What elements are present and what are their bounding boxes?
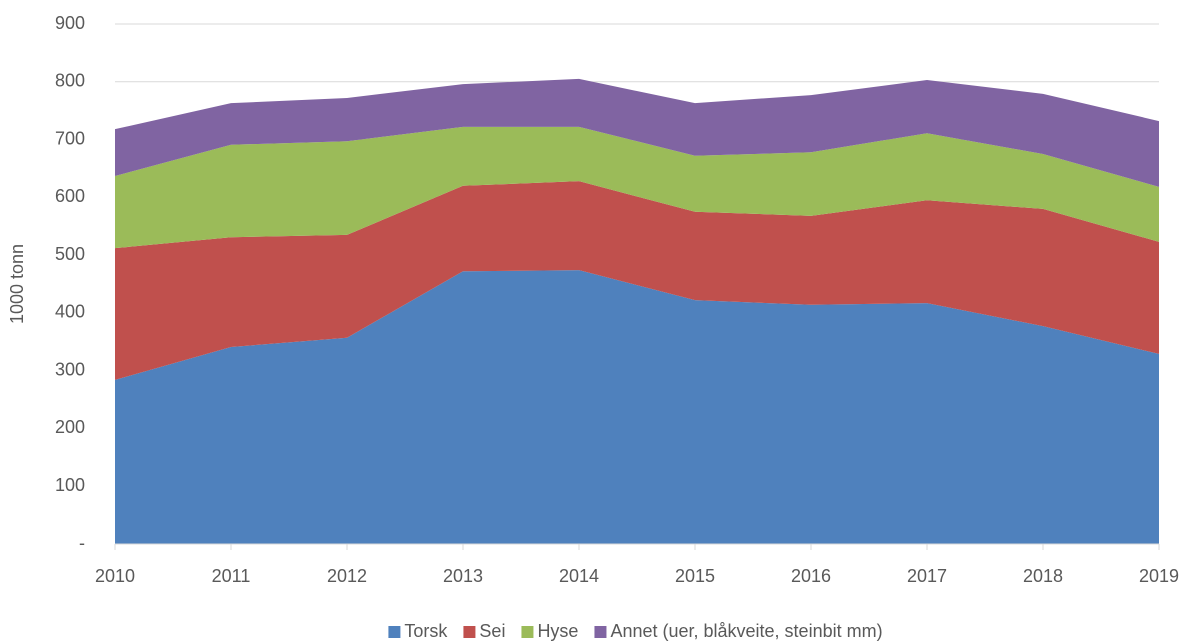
legend-swatch [594,626,607,638]
area [115,181,1159,380]
y-tick-label: 700 [55,128,85,148]
area [115,126,1159,249]
y-tick-label: 400 [55,302,85,322]
x-tick-label: 2012 [327,566,367,586]
legend-label: Sei [479,621,505,641]
x-tick-label: 2010 [95,566,135,586]
y-tick-label: - [79,533,85,553]
x-tick-label: 2016 [791,566,831,586]
legend-swatch [521,626,534,638]
x-tick-label: 2018 [1023,566,1063,586]
y-axis-label: 1000 tonn [7,244,27,324]
y-tick-label: 800 [55,71,85,91]
x-tick-label: 2017 [907,566,947,586]
x-tick-label: 2013 [443,566,483,586]
x-tick-label: 2014 [559,566,599,586]
y-tick-label: 900 [55,13,85,33]
x-tick-label: 2015 [675,566,715,586]
x-tick-label: 2019 [1139,566,1179,586]
legend-label: Hyse [537,621,578,641]
area [115,270,1159,544]
y-tick-label: 600 [55,186,85,206]
legend-swatch [388,626,401,638]
legend-label: Annet (uer, blåkveite, steinbit mm) [610,621,882,641]
legend-swatch [463,626,476,638]
legend-label: Torsk [404,621,448,641]
area [115,78,1159,187]
y-tick-label: 100 [55,475,85,495]
y-tick-label: 300 [55,359,85,379]
x-tick-label: 2011 [212,566,251,586]
y-tick-label: 200 [55,417,85,437]
y-tick-label: 500 [55,244,85,264]
